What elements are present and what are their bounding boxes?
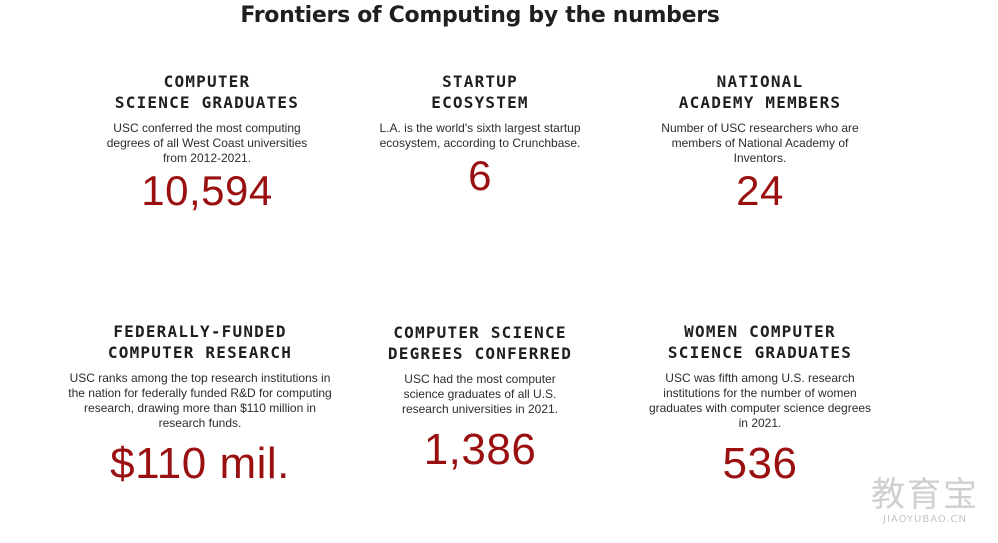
watermark-logo: 教育宝 xyxy=(871,475,979,515)
stat-computer-science-graduates: COMPUTER SCIENCE GRADUATES USC conferred… xyxy=(57,71,357,214)
stat-heading: FEDERALLY-FUNDED COMPUTER RESEARCH xyxy=(50,321,350,363)
stat-description: Number of USC researchers who are member… xyxy=(661,121,859,165)
stat-description: USC had the most computer science gradua… xyxy=(401,372,559,416)
stat-value: 1,386 xyxy=(423,425,537,474)
stat-heading-line: WOMEN COMPUTER xyxy=(684,322,836,341)
stat-value: 24 xyxy=(736,167,784,214)
watermark: 教育宝 JIAOYUBAO.CN xyxy=(866,476,984,525)
stat-heading: COMPUTER SCIENCE GRADUATES xyxy=(57,71,357,113)
stat-description: USC was fifth among U.S. research instit… xyxy=(648,371,872,430)
stat-federally-funded-research: FEDERALLY-FUNDED COMPUTER RESEARCH USC r… xyxy=(50,321,350,487)
stat-heading-line: FEDERALLY-FUNDED xyxy=(113,322,287,341)
stat-value: 10,594 xyxy=(141,167,273,214)
stat-degrees-conferred: COMPUTER SCIENCE DEGREES CONFERRED USC h… xyxy=(330,322,630,473)
stat-heading-line: SCIENCE GRADUATES xyxy=(114,93,300,112)
stat-heading-line: STARTUP xyxy=(442,72,518,91)
stat-value: 536 xyxy=(722,439,798,488)
stat-heading-line: SCIENCE GRADUATES xyxy=(667,343,853,362)
stat-heading: WOMEN COMPUTER SCIENCE GRADUATES xyxy=(610,321,910,363)
stat-description: USC conferred the most computing degrees… xyxy=(106,121,308,165)
stat-heading-line: ACADEMY MEMBERS xyxy=(678,93,842,112)
stat-description: L.A. is the world's sixth largest startu… xyxy=(379,121,581,150)
watermark-url: JIAOYUBAO.CN xyxy=(883,514,967,525)
stat-heading-line: ECOSYSTEM xyxy=(431,93,529,112)
stat-value: $110 mil. xyxy=(110,439,290,488)
stat-startup-ecosystem: STARTUP ECOSYSTEM L.A. is the world's si… xyxy=(330,71,630,199)
stat-national-academy-members: NATIONAL ACADEMY MEMBERS Number of USC r… xyxy=(610,71,910,214)
stat-women-cs-graduates: WOMEN COMPUTER SCIENCE GRADUATES USC was… xyxy=(610,321,910,487)
stat-heading-line: COMPUTER SCIENCE xyxy=(393,323,567,342)
stat-heading-line: COMPUTER xyxy=(163,72,251,91)
stat-heading-line: DEGREES CONFERRED xyxy=(387,344,573,363)
stat-heading: NATIONAL ACADEMY MEMBERS xyxy=(610,71,910,113)
stat-heading-line: COMPUTER RESEARCH xyxy=(107,343,293,362)
stat-heading: STARTUP ECOSYSTEM xyxy=(330,71,630,113)
stat-heading: COMPUTER SCIENCE DEGREES CONFERRED xyxy=(330,322,630,364)
stat-description: USC ranks among the top research institu… xyxy=(68,371,332,430)
page-title: Frontiers of Computing by the numbers xyxy=(240,3,720,28)
stat-heading-line: NATIONAL xyxy=(716,72,804,91)
stat-value: 6 xyxy=(468,152,492,199)
